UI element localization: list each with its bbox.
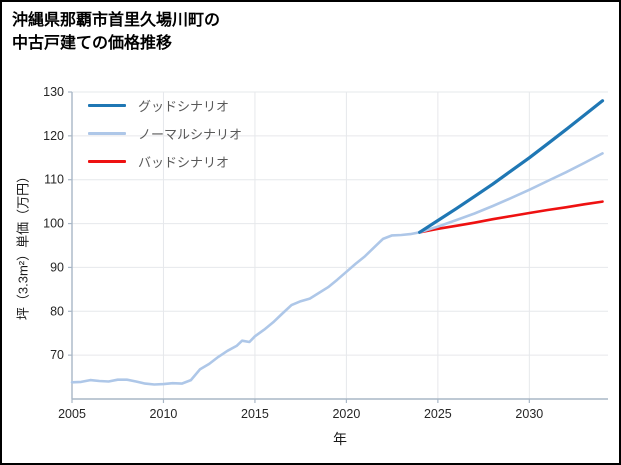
legend-label-good-scenario: グッドシナリオ — [138, 98, 230, 114]
series-line-normal-scenario — [70, 152, 604, 386]
chart-title: 沖縄県那覇市首里久場川町の 中古戸建ての価格推移 — [12, 9, 220, 55]
y-tick-label: 100 — [43, 217, 64, 231]
x-tick-label: 2015 — [241, 407, 269, 421]
chart-legend: グッドシナリオ ノーマルシナリオ バッドシナリオ — [88, 91, 242, 175]
legend-item-normal-scenario: ノーマルシナリオ — [88, 119, 242, 147]
y-axis-label: 坪（3.3m²）単価（万円） — [15, 169, 31, 321]
y-tick-label: 130 — [43, 85, 64, 99]
x-tick-label: 2005 — [58, 407, 86, 421]
legend-swatch-normal-scenario — [88, 131, 126, 135]
x-tick-label: 2030 — [515, 407, 543, 421]
series-line-good-scenario — [418, 99, 605, 234]
legend-label-bad-scenario: バッドシナリオ — [138, 154, 230, 170]
chart-title-line2: 中古戸建ての価格推移 — [12, 35, 173, 52]
x-tick-label: 2010 — [150, 407, 178, 421]
series-line-bad-scenario — [418, 200, 604, 234]
y-tick-label: 110 — [44, 173, 64, 187]
legend-item-bad-scenario: バッドシナリオ — [88, 147, 242, 175]
x-tick-label: 2025 — [424, 407, 452, 421]
legend-swatch-good-scenario — [88, 103, 126, 107]
y-tick-label: 70 — [50, 348, 64, 362]
legend-label-normal-scenario: ノーマルシナリオ — [138, 126, 243, 142]
y-tick-label: 80 — [50, 304, 64, 318]
chart-title-line1: 沖縄県那覇市首里久場川町の — [12, 12, 221, 29]
x-tick-label: 2020 — [332, 407, 360, 421]
y-tick-label: 120 — [43, 129, 64, 143]
legend-swatch-bad-scenario — [88, 159, 126, 163]
x-axis-label: 年 — [333, 431, 347, 447]
y-tick-label: 90 — [50, 260, 64, 274]
legend-item-good-scenario: グッドシナリオ — [88, 91, 242, 119]
